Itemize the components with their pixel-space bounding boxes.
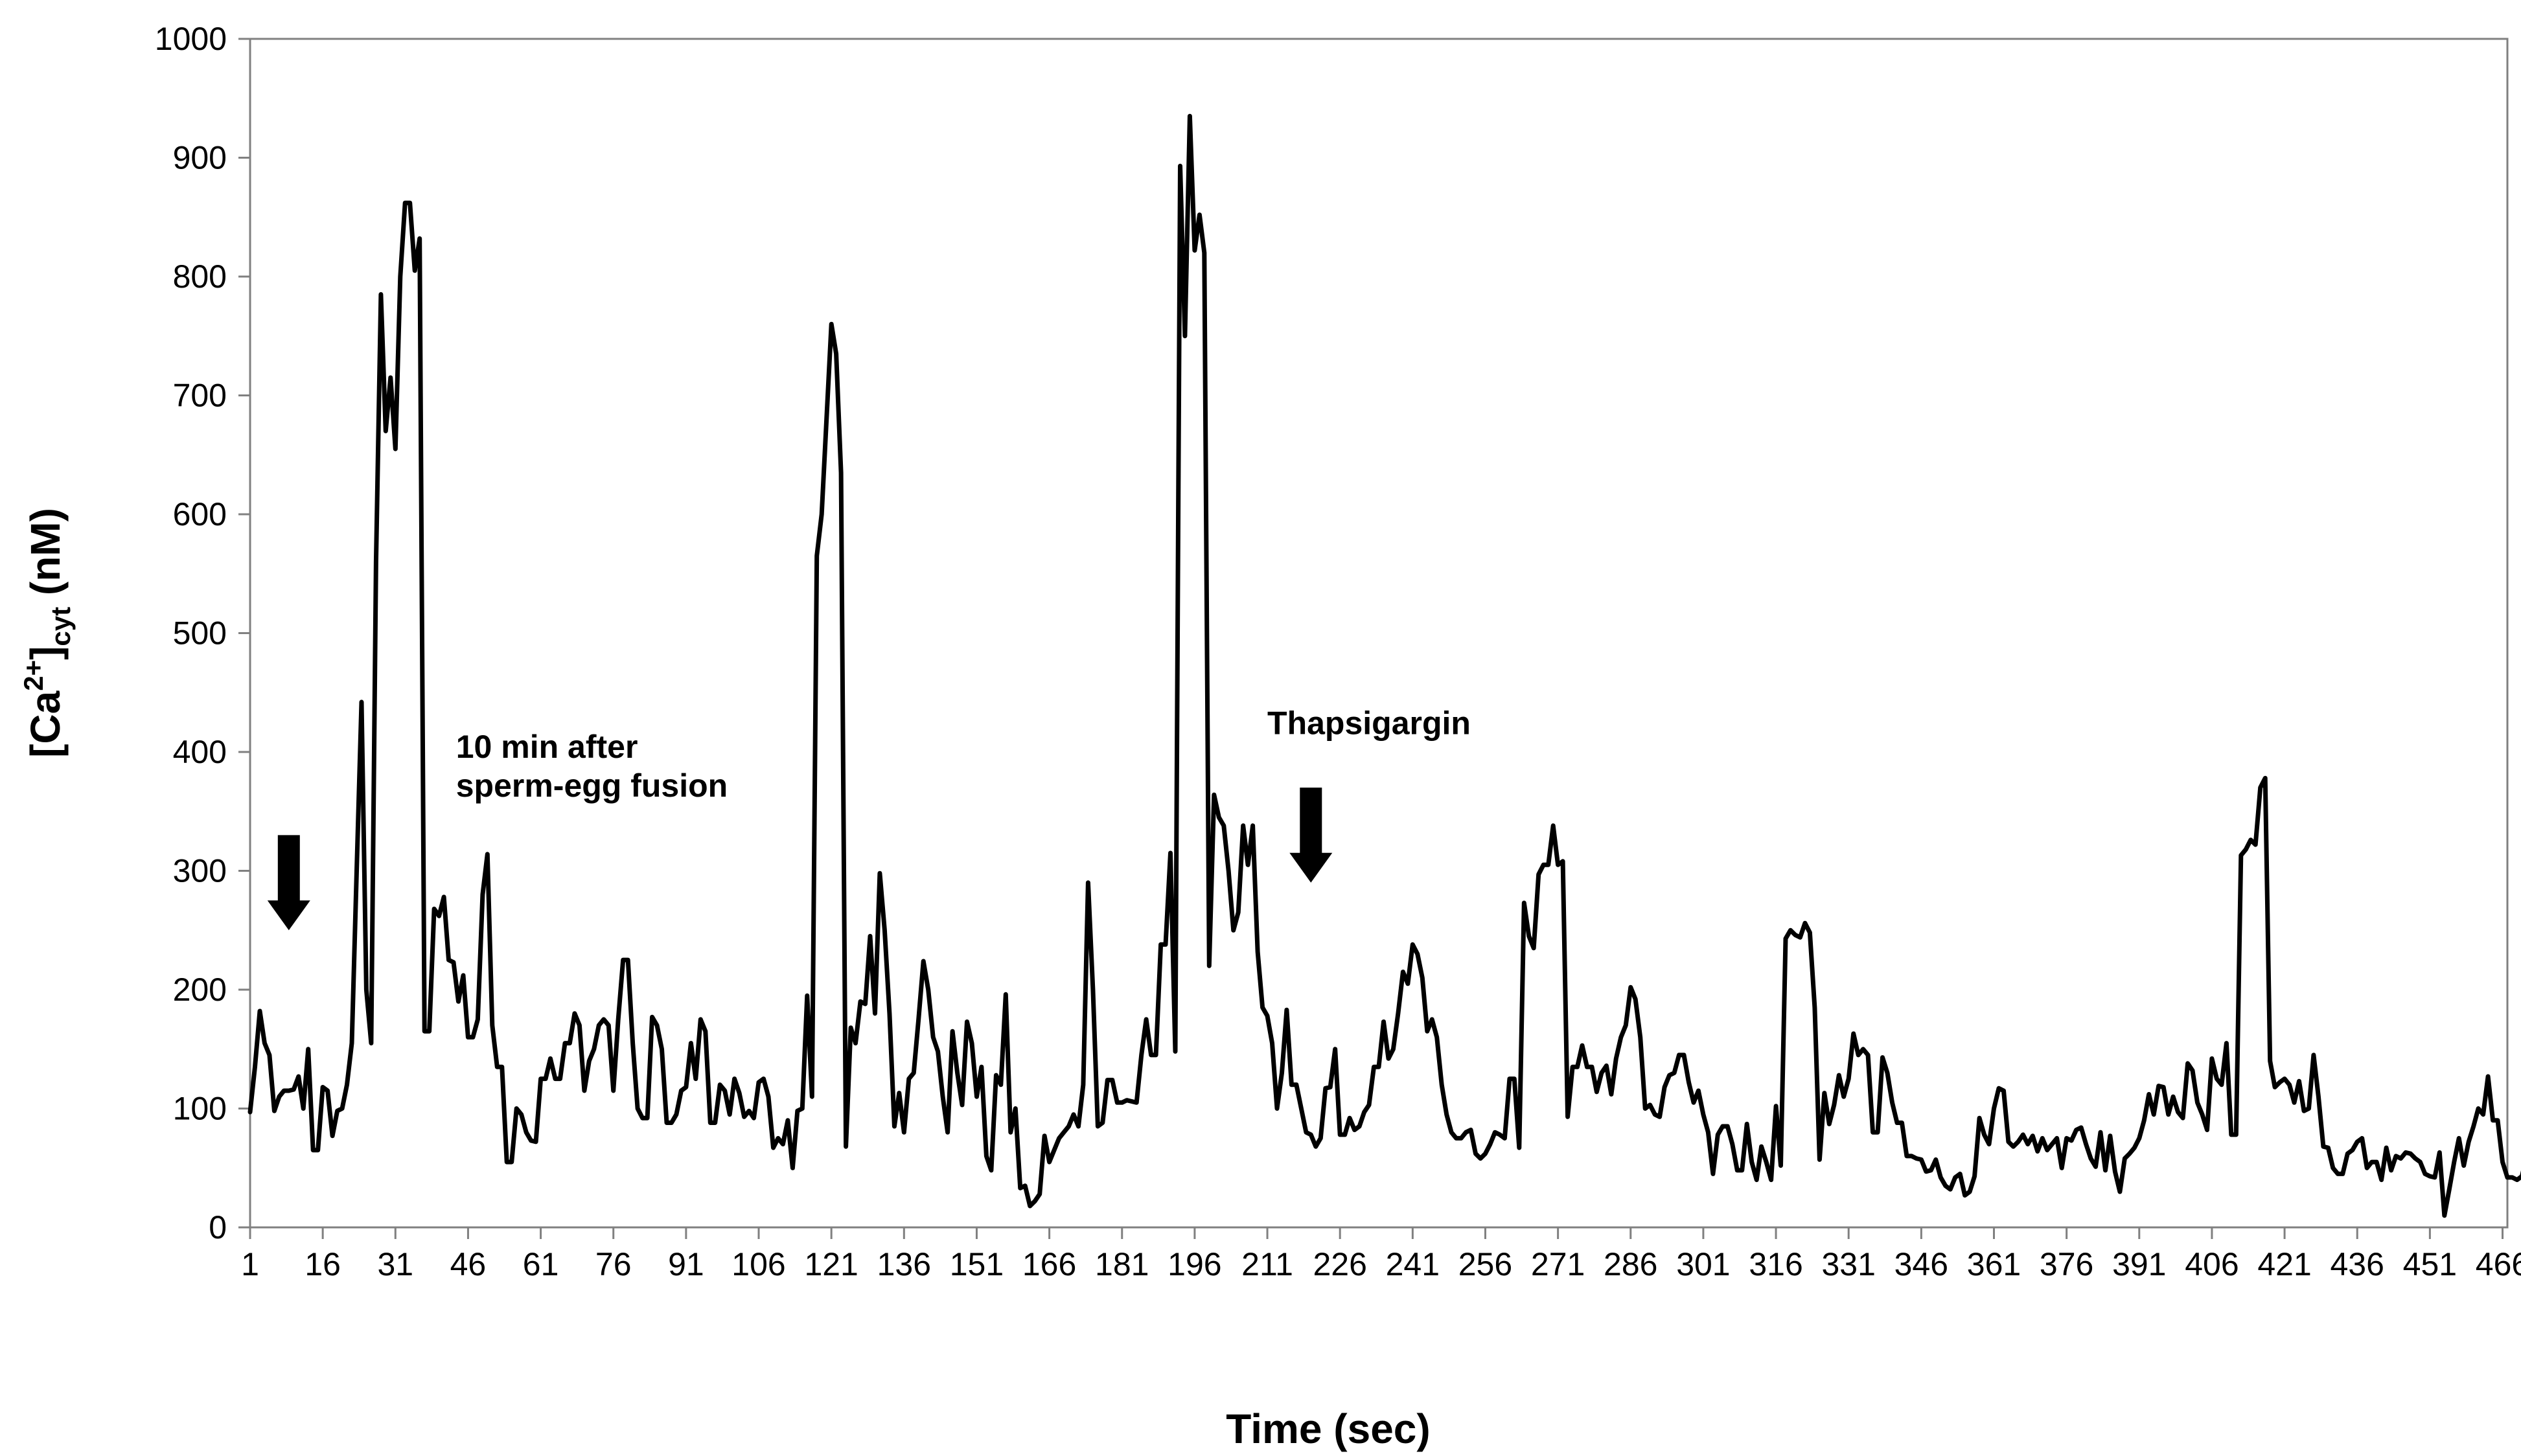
y-axis-title-suffix: (nM) bbox=[22, 508, 69, 607]
x-tick-label: 256 bbox=[1458, 1246, 1512, 1282]
y-tick-label: 700 bbox=[173, 378, 227, 414]
x-tick-label: 46 bbox=[450, 1246, 487, 1282]
y-axis-title-sub: cyt bbox=[45, 607, 76, 646]
y-axis-title-sup: 2+ bbox=[18, 660, 49, 691]
x-tick-label: 391 bbox=[2112, 1246, 2166, 1282]
y-tick-label: 500 bbox=[173, 615, 227, 652]
x-tick-label: 271 bbox=[1531, 1246, 1585, 1282]
y-axis-title: [Ca2+]cyt (nM) bbox=[18, 508, 76, 758]
y-tick-label: 900 bbox=[173, 140, 227, 176]
x-tick-label: 76 bbox=[595, 1246, 632, 1282]
x-tick-label: 301 bbox=[1676, 1246, 1730, 1282]
x-tick-label: 286 bbox=[1604, 1246, 1657, 1282]
x-tick-label: 166 bbox=[1022, 1246, 1076, 1282]
x-tick-label: 331 bbox=[1821, 1246, 1875, 1282]
x-tick-label: 361 bbox=[1967, 1246, 2021, 1282]
x-tick-label: 241 bbox=[1386, 1246, 1440, 1282]
y-tick-label: 800 bbox=[173, 258, 227, 295]
y-tick-label: 400 bbox=[173, 734, 227, 770]
x-tick-label: 451 bbox=[2403, 1246, 2457, 1282]
x-tick-label: 316 bbox=[1749, 1246, 1802, 1282]
annotation-line: sperm-egg fusion bbox=[456, 768, 728, 804]
x-tick-label: 211 bbox=[1241, 1246, 1293, 1282]
annotation-text: 10 min after sperm-egg fusion bbox=[456, 729, 728, 804]
x-axis: 1 16 31 46 61 76 91 106 121 136 151 166 181 196 211 226… bbox=[241, 1226, 2521, 1282]
y-tick-label: 1000 bbox=[155, 21, 227, 57]
annotations: 10 min after sperm-egg fusion Thapsigargin bbox=[267, 705, 1471, 931]
x-tick-label: 151 bbox=[950, 1246, 1004, 1282]
x-tick-label: 91 bbox=[668, 1246, 704, 1282]
x-tick-label: 106 bbox=[731, 1246, 785, 1282]
x-tick-label: 226 bbox=[1313, 1246, 1366, 1282]
x-tick-label: 436 bbox=[2331, 1246, 2384, 1282]
y-axis: 0 100 200 300 400 500 600 700 800 900 1000 bbox=[155, 21, 251, 1246]
x-tick-label: 406 bbox=[2185, 1246, 2239, 1282]
x-tick-label: 31 bbox=[377, 1246, 413, 1282]
x-tick-label: 121 bbox=[804, 1246, 858, 1282]
x-tick-label: 1 bbox=[241, 1246, 259, 1282]
x-tick-label: 136 bbox=[877, 1246, 931, 1282]
y-tick-label: 200 bbox=[173, 972, 227, 1008]
x-tick-label: 376 bbox=[2040, 1246, 2093, 1282]
x-tick-label: 196 bbox=[1168, 1246, 1221, 1282]
x-tick-label: 16 bbox=[305, 1246, 341, 1282]
down-arrow-icon bbox=[1289, 788, 1333, 883]
annotation-line: 10 min after bbox=[456, 729, 638, 765]
annotation-line: Thapsigargin bbox=[1267, 705, 1471, 741]
x-tick-label: 61 bbox=[523, 1246, 559, 1282]
y-tick-label: 600 bbox=[173, 496, 227, 532]
series-line-ca-cyt bbox=[247, 113, 2521, 1218]
y-tick-label: 0 bbox=[209, 1209, 227, 1246]
x-tick-label: 181 bbox=[1095, 1246, 1149, 1282]
x-tick-label: 346 bbox=[1894, 1246, 1948, 1282]
y-tick-label: 100 bbox=[173, 1091, 227, 1127]
y-axis-title-bracket: ] bbox=[22, 646, 69, 660]
y-axis-title-prefix: [Ca bbox=[22, 690, 69, 758]
y-tick-label: 300 bbox=[173, 853, 227, 889]
annotation-text: Thapsigargin bbox=[1267, 705, 1471, 741]
x-axis-title: Time (sec) bbox=[1226, 1405, 1430, 1452]
x-tick-label: 466 bbox=[2476, 1246, 2521, 1282]
down-arrow-icon bbox=[267, 835, 310, 931]
x-tick-label: 421 bbox=[2257, 1246, 2311, 1282]
